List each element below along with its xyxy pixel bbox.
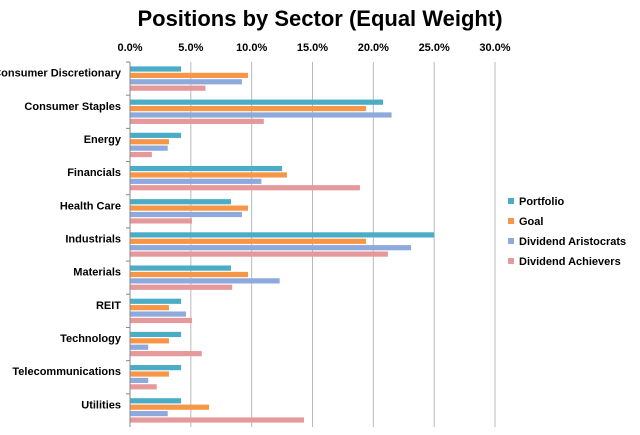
bar-goal (130, 338, 169, 344)
bar-portfolio (130, 265, 231, 271)
bar-goal (130, 238, 367, 244)
bar-dividend-aristocrats (130, 211, 242, 218)
category-label: Energy (84, 134, 122, 146)
bar-dividend-aristocrats (130, 145, 168, 151)
bar-goal (130, 139, 169, 145)
bar-portfolio (130, 232, 435, 238)
legend-label: Goal (519, 216, 543, 228)
bar-portfolio (130, 199, 231, 205)
category-label: Industrials (65, 234, 121, 246)
bar-dividend-aristocrats (130, 278, 280, 284)
bar-dividend-aristocrats (130, 178, 262, 184)
bar-portfolio (130, 331, 182, 338)
bar-goal (130, 172, 287, 178)
axis-layer: 0.0% 5.0% 10.0% 15.0% 20.0% 25.0% 30.0% Consume… (0, 42, 511, 427)
bar-goal (130, 371, 169, 377)
chart-title: Positions by Sector (Equal Weight) (137, 6, 503, 31)
bar-portfolio (130, 66, 182, 72)
legend-swatch (508, 238, 514, 244)
bar-goal (130, 105, 367, 112)
bar-portfolio (130, 99, 384, 105)
x-tick-label: 10.0% (236, 42, 267, 54)
bar-dividend-aristocrats (130, 411, 168, 417)
bar-portfolio (130, 365, 182, 371)
legend-label: Dividend Aristocrats (519, 236, 626, 248)
bar-dividend-aristocrats (130, 311, 186, 317)
x-tick-label: 20.0% (358, 42, 389, 54)
legend: Portfolio Goal Dividend Aristocrats Dividen… (508, 196, 626, 268)
bar-dividend-achievers (130, 218, 193, 224)
bar-goal (130, 72, 249, 78)
bar-dividend-aristocrats (130, 112, 392, 118)
bar-goal (130, 271, 249, 278)
category-label: Consumer Staples (24, 101, 121, 113)
category-label: Telecommunications (12, 366, 121, 378)
bar-dividend-aristocrats (130, 245, 412, 251)
bar-dividend-aristocrats (130, 344, 149, 350)
category-label: REIT (96, 300, 121, 312)
bar-dividend-achievers (130, 251, 388, 257)
bar-dividend-achievers (130, 284, 233, 290)
bar-goal (130, 205, 249, 211)
legend-swatch (508, 218, 514, 224)
x-tick-label: 0.0% (117, 42, 142, 54)
x-tick-label: 5.0% (178, 42, 203, 54)
bar-portfolio (130, 165, 283, 172)
category-label: Financials (67, 167, 121, 179)
bar-dividend-achievers (130, 351, 202, 357)
legend-swatch (508, 198, 514, 204)
bar-dividend-achievers (130, 185, 360, 191)
bar-portfolio (130, 132, 182, 138)
bar-dividend-aristocrats (130, 79, 242, 85)
category-label: Utilities (81, 399, 121, 411)
category-label: Materials (73, 267, 121, 279)
x-tick-label: 30.0% (479, 42, 510, 54)
bar-dividend-achievers (130, 317, 193, 324)
bar-portfolio (130, 398, 182, 404)
bar-dividend-achievers (130, 417, 304, 423)
bar-dividend-aristocrats (130, 377, 149, 384)
bar-portfolio (130, 298, 182, 304)
bar-goal (130, 305, 169, 311)
bar-dividend-achievers (130, 118, 264, 124)
bar-dividend-achievers (130, 85, 206, 91)
category-label: Technology (60, 333, 122, 345)
legend-swatch (508, 258, 514, 264)
legend-label: Portfolio (519, 196, 564, 208)
bar-goal (130, 404, 210, 410)
category-label: Consumer Discretionary (0, 68, 122, 80)
bar-dividend-achievers (130, 151, 152, 158)
legend-label: Dividend Achievers (519, 256, 621, 268)
category-label: Health Care (60, 200, 121, 212)
x-tick-label: 25.0% (419, 42, 450, 54)
x-tick-label: 15.0% (297, 42, 328, 54)
bars-layer (130, 66, 435, 423)
bar-dividend-achievers (130, 384, 157, 390)
